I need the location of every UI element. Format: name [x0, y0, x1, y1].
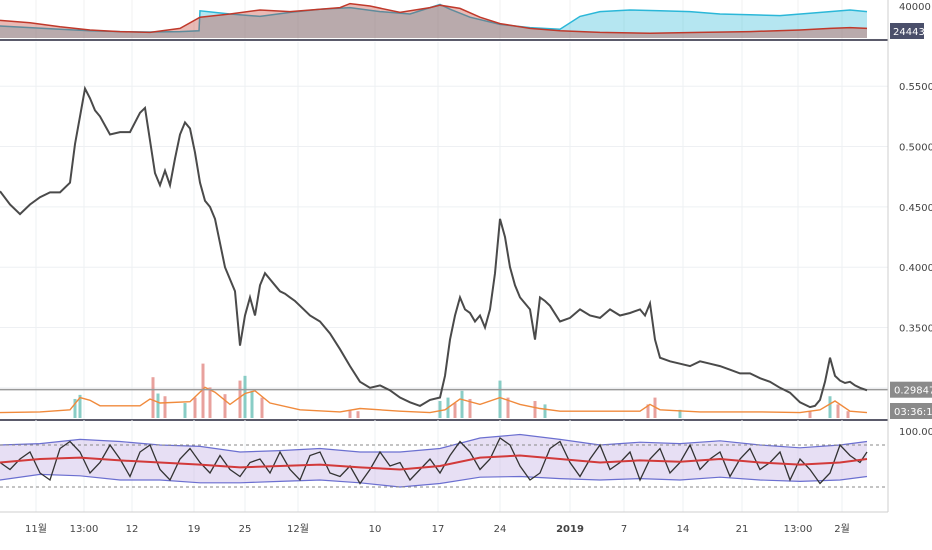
- comparison-value-tag: [890, 23, 924, 39]
- oscillator-series: [0, 437, 868, 485]
- time-tick-label: 14: [677, 524, 690, 535]
- volume-bar: [183, 403, 187, 418]
- volume-bar: [193, 397, 197, 418]
- volume-bar: [163, 396, 167, 418]
- time-tick-label: 13:00: [70, 524, 99, 535]
- comparison-area: [0, 3, 867, 39]
- volume-bar: [348, 409, 352, 418]
- volume-bar: [356, 411, 360, 418]
- axis-tick-label: 100.0000: [899, 427, 932, 438]
- comparison-line: [0, 3, 868, 33]
- volume-bar: [223, 394, 227, 418]
- price-panel[interactable]: [0, 42, 888, 421]
- axis-tick-label: 0.40000: [899, 263, 932, 274]
- volume-bar: [438, 401, 442, 418]
- volume-bar: [243, 375, 247, 418]
- time-tick-label: 19: [188, 524, 201, 535]
- volume-bar: [238, 380, 242, 418]
- right-price-axis[interactable]: 40000244430.300000.350000.400000.450000.…: [887, 0, 932, 512]
- volume-bar: [498, 380, 502, 418]
- volume-bar: [678, 409, 682, 418]
- comparison-line: [0, 2, 868, 34]
- comparison-panel: [0, 0, 888, 41]
- countdown-tag: [890, 403, 932, 419]
- time-tick-label: 11월: [25, 523, 47, 535]
- oscillator-grid: [35, 420, 843, 512]
- time-tick-label: 12월: [287, 523, 309, 535]
- comparison-series: [0, 2, 868, 39]
- volume-bar: [250, 390, 254, 418]
- time-tick-label: 10: [369, 524, 382, 535]
- volume-bar: [151, 377, 155, 418]
- volume-bar: [201, 363, 205, 418]
- time-tick-label: 7: [621, 524, 627, 535]
- volume-bar: [260, 397, 264, 418]
- time-axis[interactable]: 11월 13:00 12 19 25 12월 10 17 24 2019 7 14 21 13:00 2월: [25, 523, 850, 535]
- price-grid: [0, 42, 888, 420]
- last-price-tag-label: 0.29847: [894, 386, 932, 397]
- time-tick-label: 12: [126, 524, 139, 535]
- oscillator-band-upper: [0, 433, 868, 453]
- volume-bar: [533, 401, 537, 418]
- volume-bar: [808, 411, 812, 418]
- time-tick-label: 2월: [834, 523, 850, 535]
- time-tick-label: 2019: [556, 524, 584, 535]
- volume-bar: [460, 390, 464, 418]
- time-tick-label: 13:00: [784, 524, 813, 535]
- oscillator-panel[interactable]: [0, 420, 888, 513]
- time-tick-label: 24: [494, 524, 507, 535]
- volume-bar: [846, 411, 850, 418]
- volume-bar: [828, 396, 832, 418]
- time-tick-label: 25: [239, 524, 252, 535]
- volume-bar: [836, 404, 840, 418]
- volume-bar: [506, 397, 510, 418]
- volume-bar: [468, 398, 472, 418]
- oscillator-band: [0, 434, 867, 487]
- volume-bar: [208, 387, 212, 418]
- volume-bar: [156, 393, 160, 418]
- countdown-tag-label: 03:36:13: [894, 407, 932, 418]
- axis-tick-label: 40000: [899, 2, 931, 13]
- volume-bars: [73, 363, 850, 418]
- volume-ma-line: [0, 386, 868, 414]
- volume-bar: [453, 403, 457, 418]
- comparison-value-tag-label: 24443: [893, 27, 925, 38]
- volume-bar: [78, 394, 82, 418]
- oscillator-line: [0, 454, 868, 471]
- time-tick-label: 17: [432, 524, 445, 535]
- volume-bar: [73, 398, 77, 418]
- price-line: [0, 85, 868, 409]
- volume-bar: [646, 404, 650, 418]
- volume-bar: [543, 404, 547, 418]
- oscillator-band-lower: [0, 473, 868, 488]
- last-price-tag: [890, 381, 932, 398]
- time-tick-label: 21: [736, 524, 749, 535]
